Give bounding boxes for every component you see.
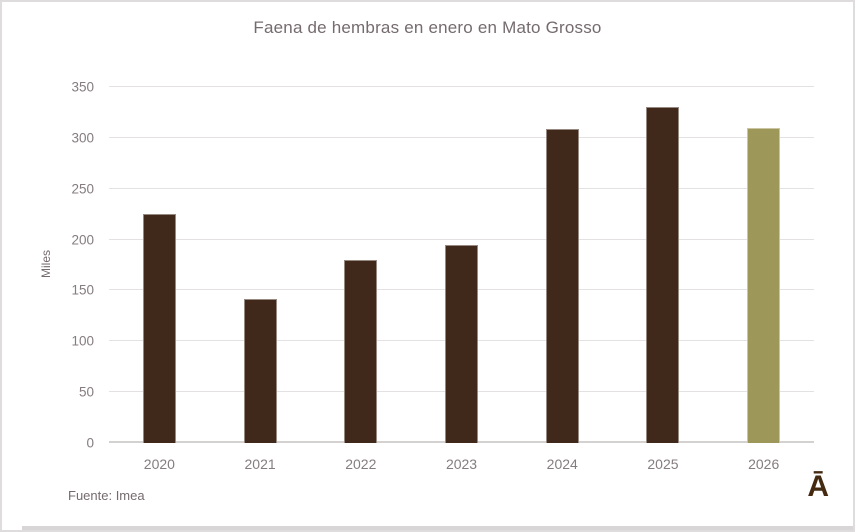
bar-slot xyxy=(512,87,613,443)
y-tick-label: 0 xyxy=(86,435,94,451)
bar-2020 xyxy=(142,214,176,443)
bar-slot xyxy=(713,87,814,443)
y-tick-label: 50 xyxy=(78,384,94,400)
x-axis-ticks: 2020 2021 2022 2023 2024 2025 2026 xyxy=(109,456,814,472)
gridline xyxy=(109,136,814,138)
y-tick-label: 150 xyxy=(71,282,94,298)
bar-slot xyxy=(411,87,512,443)
chart-title: Faena de hembras en enero en Mato Grosso xyxy=(253,18,602,37)
bottom-divider xyxy=(22,526,853,530)
y-tick-label: 300 xyxy=(71,130,94,146)
bar-2025 xyxy=(646,107,680,443)
bars xyxy=(109,87,814,443)
bar-2023 xyxy=(445,244,479,443)
bar-slot xyxy=(210,87,311,443)
bar-2021 xyxy=(243,298,277,443)
x-tick-label: 2025 xyxy=(647,456,679,472)
gridline xyxy=(109,86,814,87)
x-tick-label: 2021 xyxy=(244,456,276,472)
x-tick-label: 2024 xyxy=(546,456,578,472)
bar-2026 xyxy=(747,127,781,443)
bar-2022 xyxy=(344,259,378,443)
bar-slot xyxy=(613,87,714,443)
plot-area xyxy=(109,86,814,443)
x-tick-label: 2020 xyxy=(143,456,175,472)
y-tick-label: 350 xyxy=(71,79,94,95)
brand-logo-icon: Ā xyxy=(807,470,829,503)
x-tick-label: 2026 xyxy=(748,456,780,472)
x-tick-label: 2022 xyxy=(345,456,377,472)
bar-slot xyxy=(310,87,411,443)
y-axis-ticks: 0 50 100 150 200 250 300 350 xyxy=(2,80,94,451)
y-tick-label: 100 xyxy=(71,333,94,349)
bar-slot xyxy=(109,87,210,443)
y-tick-label: 250 xyxy=(71,181,94,197)
bar-2024 xyxy=(545,128,579,443)
source-note: Fuente: Imea xyxy=(68,488,145,503)
x-tick-label: 2023 xyxy=(445,456,478,472)
y-tick-label: 200 xyxy=(71,232,94,248)
gridline xyxy=(109,238,814,240)
gridline xyxy=(109,187,814,189)
